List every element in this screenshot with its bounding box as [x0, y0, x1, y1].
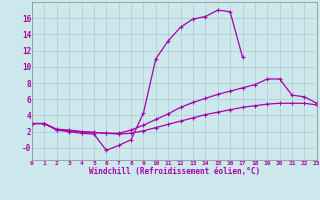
X-axis label: Windchill (Refroidissement éolien,°C): Windchill (Refroidissement éolien,°C)	[89, 167, 260, 176]
